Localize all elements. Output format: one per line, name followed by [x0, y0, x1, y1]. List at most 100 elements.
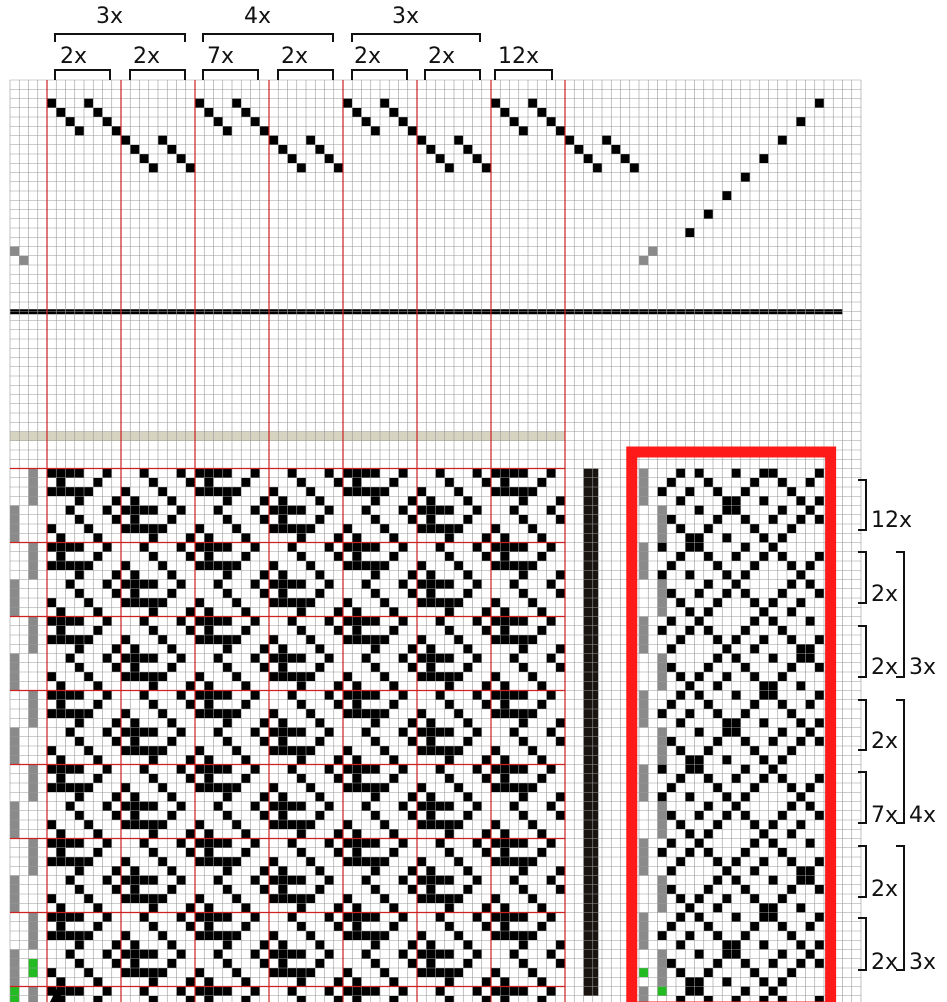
drawdown-cell	[74, 570, 84, 580]
drawdown-cell	[296, 755, 306, 765]
drawdown-cell	[130, 736, 140, 746]
drawdown-cell	[518, 838, 528, 848]
drawdown-cell	[259, 958, 269, 968]
treadle-mark	[10, 884, 20, 894]
drawdown-cell	[491, 690, 501, 700]
drawdown-cell	[324, 505, 334, 515]
drawdown-cell	[250, 912, 260, 922]
drawdown-cell	[65, 801, 75, 811]
drawdown-cell	[713, 653, 723, 663]
drawdown-cell	[722, 727, 732, 737]
drawdown-cell	[315, 866, 325, 876]
drawdown-cell	[204, 616, 214, 626]
drawdown-cell	[666, 810, 676, 820]
drawdown-cell	[139, 672, 149, 682]
drawdown-cell	[111, 570, 121, 580]
drawdown-cell	[361, 690, 371, 700]
drawdown-cell	[130, 514, 140, 524]
drawdown-cell	[296, 829, 306, 839]
drawdown-cell	[805, 616, 815, 626]
drawdown-cell	[528, 746, 538, 756]
drawdown-cell	[139, 764, 149, 774]
drawdown-cell	[814, 468, 824, 478]
treadle-mark	[639, 847, 649, 857]
threading-mark	[343, 98, 353, 108]
drawdown-cell	[657, 709, 667, 719]
block-bracket	[424, 69, 481, 80]
drawdown-cell	[731, 635, 741, 645]
drawdown-cell	[232, 820, 242, 830]
drawdown-cell	[176, 468, 186, 478]
drawdown-cell	[148, 801, 158, 811]
drawdown-cell	[444, 699, 454, 709]
drawdown-cell	[287, 616, 297, 626]
drawdown-cell	[222, 838, 232, 848]
drawdown-cell	[222, 931, 232, 941]
drawdown-cell	[167, 588, 177, 598]
drawdown-cell	[56, 977, 66, 987]
drawdown-cell	[47, 672, 57, 682]
drawdown-cell	[176, 542, 186, 552]
drawdown-cell	[713, 561, 723, 571]
drawdown-cell	[56, 764, 66, 774]
drawdown-cell	[759, 912, 769, 922]
drawdown-cell	[250, 838, 260, 848]
drawdown-cell	[444, 524, 454, 534]
drawdown-cell	[74, 468, 84, 478]
treadle-mark	[10, 894, 20, 904]
treadle-mark	[28, 857, 38, 867]
drawdown-cell	[74, 857, 84, 867]
drawdown-cell	[435, 894, 445, 904]
drawdown-cell	[333, 829, 343, 839]
drawdown-cell	[509, 616, 519, 626]
drawdown-cell	[204, 561, 214, 571]
drawdown-cell	[74, 718, 84, 728]
drawdown-cell	[777, 921, 787, 931]
drawdown-cell	[65, 838, 75, 848]
drawdown-cell	[546, 986, 556, 996]
drawdown-cell	[472, 875, 482, 885]
treadle-mark	[10, 801, 20, 811]
drawdown-cell	[84, 487, 94, 497]
drawdown-cell	[56, 857, 66, 867]
drawdown-cell	[306, 857, 316, 867]
drawdown-cell	[500, 616, 510, 626]
drawdown-cell	[333, 477, 343, 487]
drawdown-cell	[352, 912, 362, 922]
drawdown-cell	[537, 903, 547, 913]
drawdown-cell	[657, 570, 667, 580]
drawdown-cell	[222, 616, 232, 626]
drawdown-cell	[121, 505, 131, 515]
drawdown-cell	[74, 783, 84, 793]
drawdown-cell	[750, 921, 760, 931]
drawdown-cell	[509, 727, 519, 737]
drawdown-cell	[518, 986, 528, 996]
drawdown-cell	[130, 653, 140, 663]
drawdown-cell	[213, 542, 223, 552]
drawdown-cell	[370, 857, 380, 867]
drawdown-cell	[130, 894, 140, 904]
drawdown-cell	[343, 783, 353, 793]
treadle-mark	[639, 792, 649, 802]
drawdown-cell	[287, 672, 297, 682]
drawdown-cell	[213, 783, 223, 793]
drawdown-cell	[148, 995, 158, 1002]
drawdown-cell	[435, 468, 445, 478]
drawdown-cell	[296, 801, 306, 811]
drawdown-cell	[278, 662, 288, 672]
drawdown-cell	[370, 958, 380, 968]
drawdown-cell	[518, 542, 528, 552]
drawdown-cell	[241, 995, 251, 1002]
treadle-mark	[657, 662, 667, 672]
drawdown-cell	[380, 857, 390, 867]
drawdown-cell	[222, 718, 232, 728]
drawdown-cell	[352, 857, 362, 867]
drawdown-cell	[259, 662, 269, 672]
drawdown-cell	[204, 709, 214, 719]
drawdown-cell	[195, 838, 205, 848]
drawdown-cell	[537, 607, 547, 617]
drawdown-cell	[361, 635, 371, 645]
drawdown-cell	[222, 736, 232, 746]
threading-mark	[740, 172, 750, 182]
drawdown-cell	[463, 588, 473, 598]
